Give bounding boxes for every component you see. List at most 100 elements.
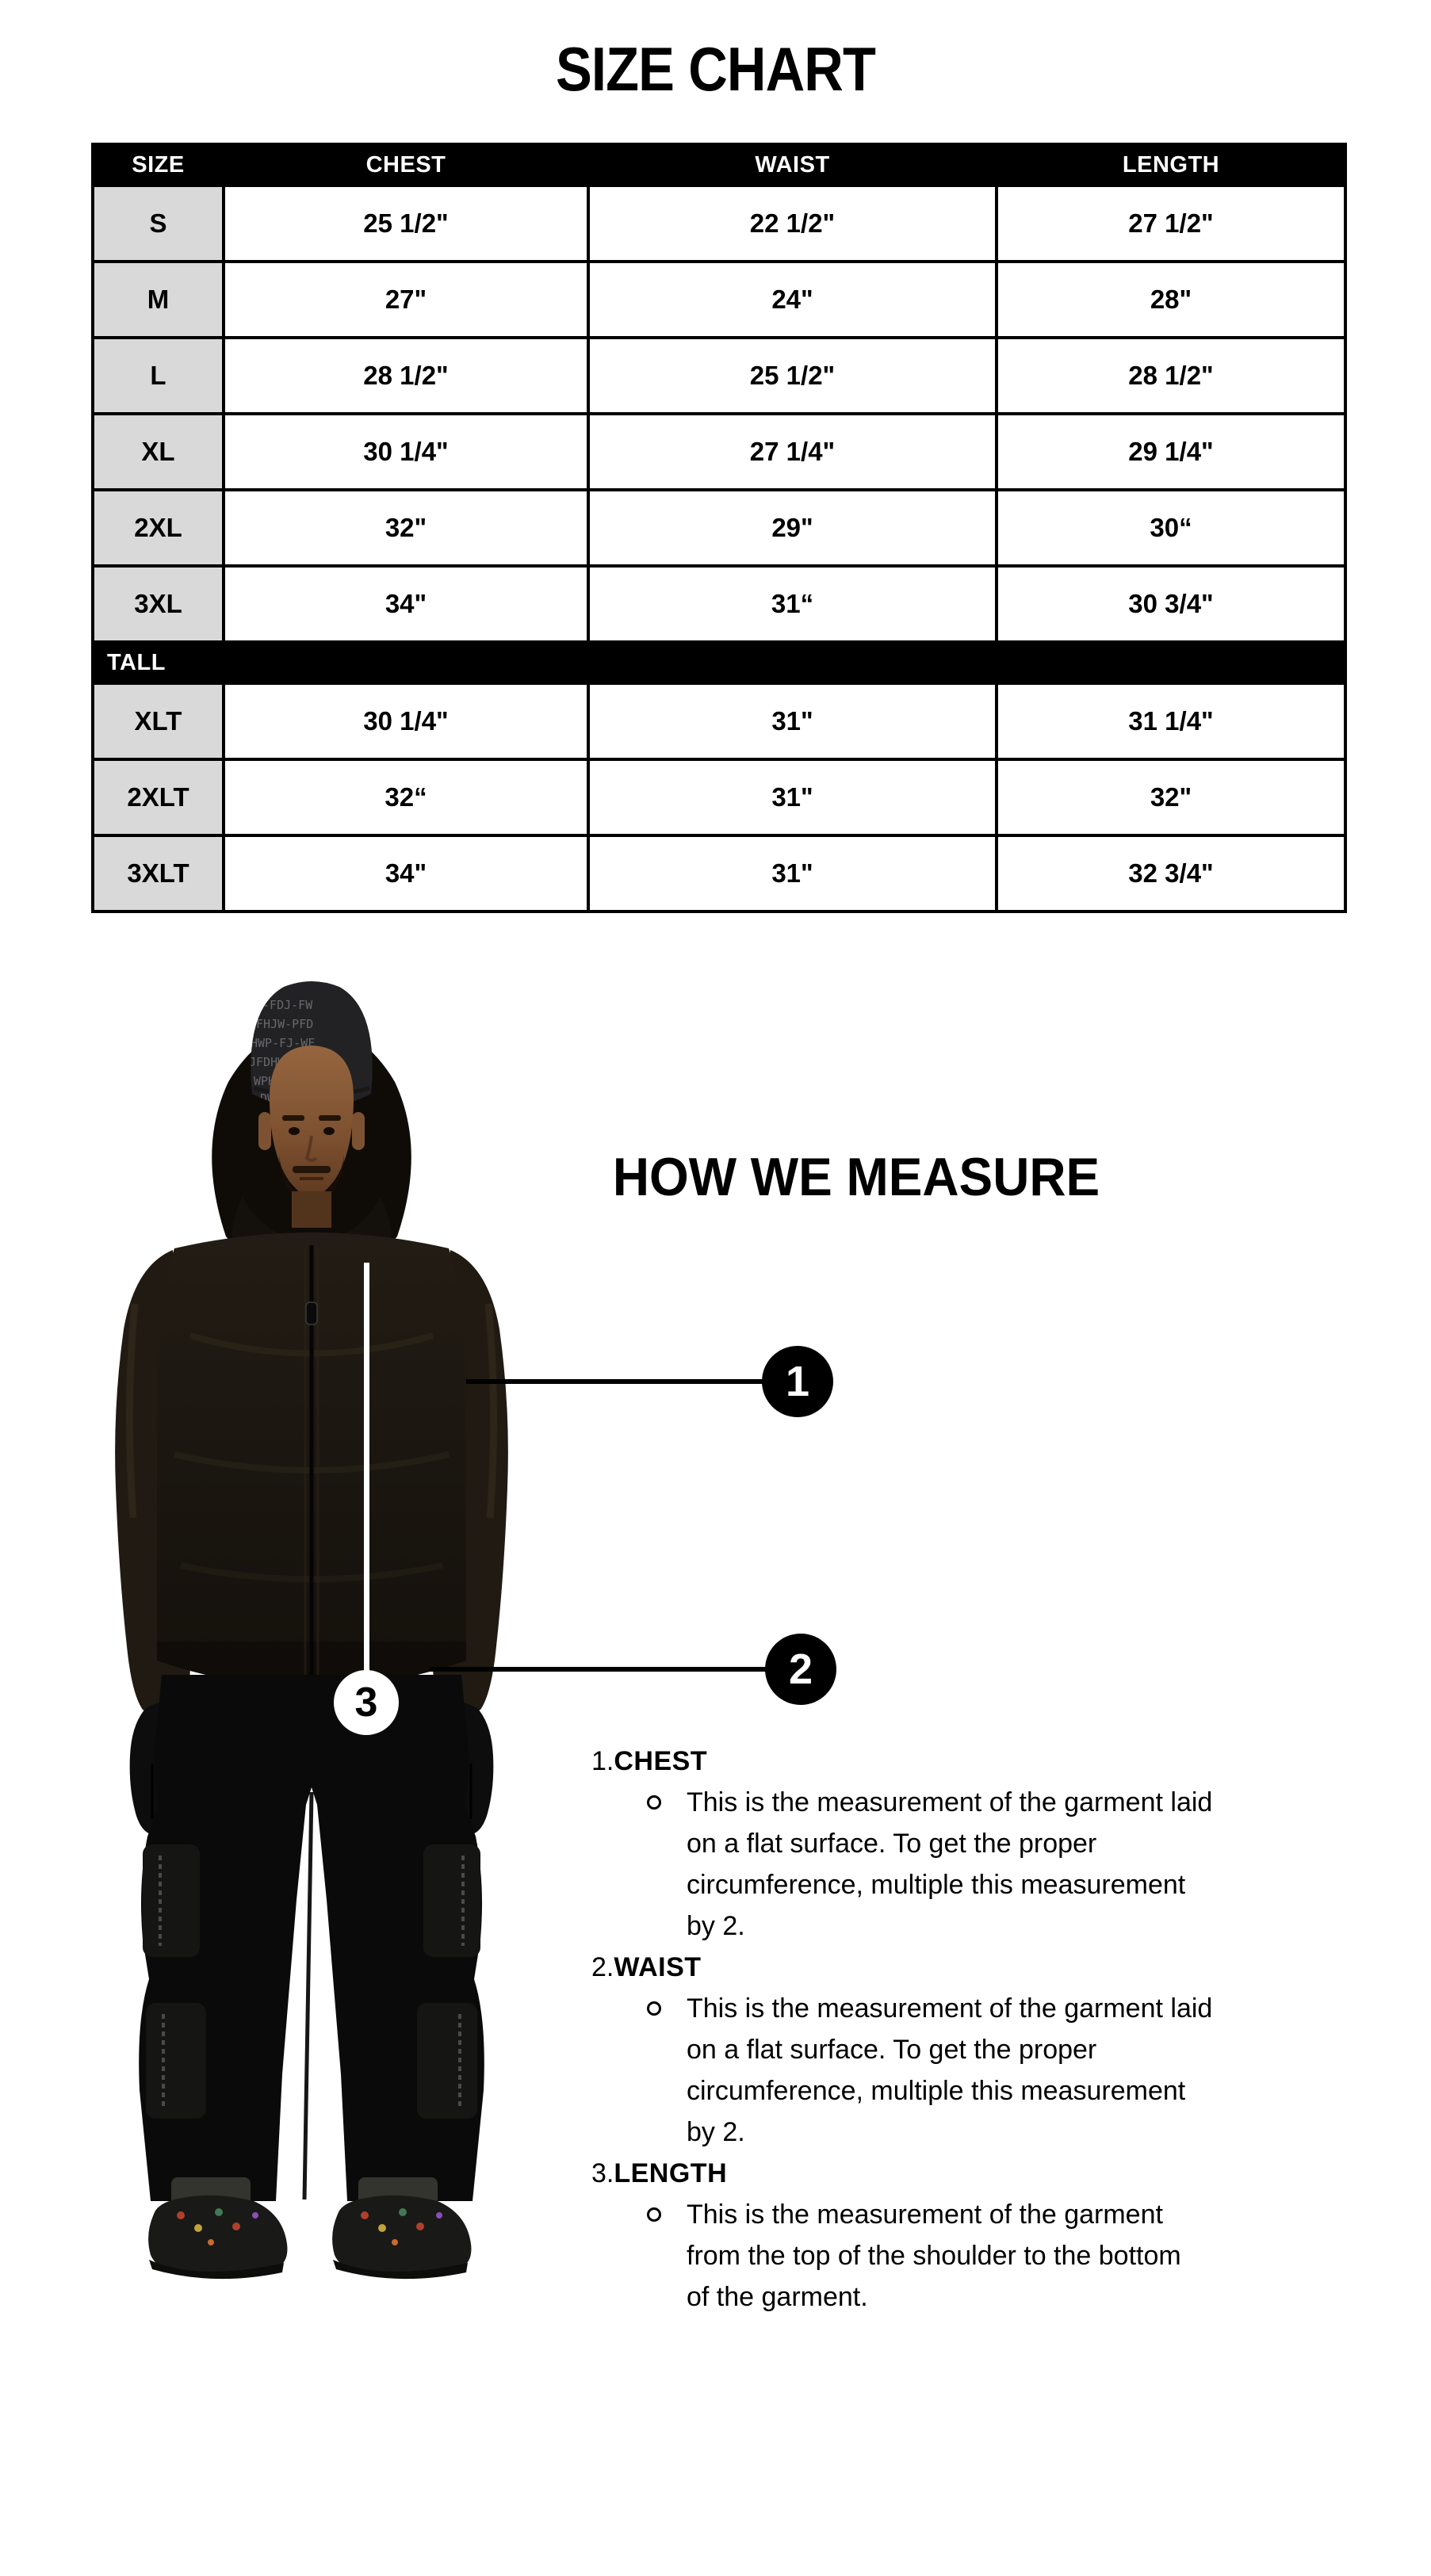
column-header-chest: CHEST <box>222 143 590 187</box>
bullet-icon <box>647 2207 661 2222</box>
bullet-icon <box>647 1795 661 1810</box>
table-row: M 27" 24" 28" <box>91 260 1347 339</box>
tall-section-header-row: TALL <box>91 640 1347 685</box>
measure-item-description: This is the measurement of the garment l… <box>687 1988 1212 2153</box>
model-jacket <box>115 1233 508 1716</box>
length-value-cell: 31 1/4" <box>995 682 1347 761</box>
measure-item-heading: 3.LENGTH <box>591 2153 1392 2194</box>
svg-text:HWP-FJ-WF: HWP-FJ-WF <box>251 1036 315 1050</box>
measure-item-description: This is the measurement of the garment l… <box>687 1782 1212 1947</box>
length-value-cell: 29 1/4" <box>995 412 1347 491</box>
table-row: L 28 1/2" 25 1/2" 28 1/2" <box>91 336 1347 415</box>
measure-item-number: 2. <box>591 1952 614 1982</box>
waist-value-cell: 27 1/4" <box>587 412 998 491</box>
length-value-cell: 27 1/2" <box>995 184 1347 263</box>
measure-item-heading: 2.WAIST <box>591 1947 1392 1988</box>
table-row: XLT 30 1/4" 31" 31 1/4" <box>91 682 1347 761</box>
size-cell: 2XL <box>91 488 225 568</box>
table-row: XL 30 1/4" 27 1/4" 29 1/4" <box>91 412 1347 491</box>
chest-callout-line <box>466 1379 766 1384</box>
size-chart-table: SIZE CHEST WAIST LENGTH S 25 1/2" 22 1/2" 27 1… <box>91 143 1347 913</box>
page-title: SIZE CHART <box>555 34 876 104</box>
chest-value-cell: 28 1/2" <box>222 336 590 415</box>
length-value-cell: 28 1/2" <box>995 336 1347 415</box>
chest-value-cell: 34" <box>222 834 590 913</box>
waist-value-cell: 29" <box>587 488 998 568</box>
measure-item-label: WAIST <box>614 1952 702 1982</box>
model-face <box>258 1045 365 1228</box>
size-cell: M <box>91 260 225 339</box>
svg-text:W-FDJ-FW: W-FDJ-FW <box>255 998 313 1012</box>
measure-item-label: CHEST <box>614 1746 708 1776</box>
waist-value-cell: 31" <box>587 834 998 913</box>
waist-value-cell: 31" <box>587 682 998 761</box>
length-value-cell: 32" <box>995 758 1347 837</box>
table-header-row: SIZE CHEST WAIST LENGTH <box>91 143 1347 187</box>
callout-number: 1 <box>785 1358 810 1405</box>
description-line: of the garment. <box>687 2282 868 2312</box>
measure-item-bullet-row: This is the measurement of the garment fr… <box>647 2194 1392 2318</box>
measure-item-label: LENGTH <box>614 2158 728 2188</box>
table-row: S 25 1/2" 22 1/2" 27 1/2" <box>91 184 1347 263</box>
chest-value-cell: 34" <box>222 564 590 644</box>
size-cell: XLT <box>91 682 225 761</box>
measure-item-length: 3.LENGTH This is the measurement of the g… <box>591 2153 1392 2318</box>
table-header-row: SIZE CHEST WAIST LENGTH <box>91 143 1347 187</box>
table-body: S 25 1/2" 22 1/2" 27 1/2" M 27" 24" 28" L 28 1/2"… <box>91 184 1347 913</box>
table-row: 2XL 32" 29" 30“ <box>91 488 1347 568</box>
description-line: This is the measurement of the garment l… <box>687 1787 1213 1817</box>
callout-number: 2 <box>788 1645 813 1693</box>
size-cell: 3XLT <box>91 834 225 913</box>
description-line: This is the measurement of the garment l… <box>687 1993 1213 2024</box>
model-photo: W-FDJ-FW DFHJW-PFD HWP-FJ-WF JFDHW-PDL W… <box>115 981 508 2280</box>
shoe-speckles <box>177 2208 442 2245</box>
measure-item-bullet-row: This is the measurement of the garment l… <box>647 1782 1392 1947</box>
measure-item-number: 1. <box>591 1746 614 1776</box>
length-value-cell: 30“ <box>995 488 1347 568</box>
column-header-waist: WAIST <box>587 143 998 187</box>
chest-value-cell: 27" <box>222 260 590 339</box>
description-line: circumference, multiple this measurement <box>687 1870 1186 1900</box>
measure-item-chest: 1.CHEST This is the measurement of the ga… <box>591 1741 1392 1947</box>
chest-value-cell: 32“ <box>222 758 590 837</box>
size-cell: 3XL <box>91 564 225 644</box>
description-line: by 2. <box>687 2117 745 2147</box>
size-cell: L <box>91 336 225 415</box>
measure-item-number: 3. <box>591 2158 614 2188</box>
description-line: circumference, multiple this measurement <box>687 2076 1186 2106</box>
tall-section-label: TALL <box>91 640 1347 685</box>
waist-value-cell: 31" <box>587 758 998 837</box>
table-row: 3XLT 34" 31" 32 3/4" <box>91 834 1347 913</box>
model-pants <box>139 1675 484 2201</box>
description-line: on a flat surface. To get the proper <box>687 2035 1097 2065</box>
callout-badge-length: 3 <box>334 1670 399 1735</box>
measure-item-bullet-row: This is the measurement of the garment l… <box>647 1988 1392 2153</box>
bullet-icon <box>647 2001 661 2016</box>
length-measure-line <box>364 1263 369 1672</box>
measure-section-title: HOW WE MEASURE <box>612 1147 1100 1207</box>
waist-value-cell: 22 1/2" <box>587 184 998 263</box>
size-cell: 2XLT <box>91 758 225 837</box>
length-value-cell: 32 3/4" <box>995 834 1347 913</box>
size-cell: S <box>91 184 225 263</box>
waist-value-cell: 25 1/2" <box>587 336 998 415</box>
column-header-length: LENGTH <box>995 143 1347 187</box>
chest-value-cell: 30 1/4" <box>222 412 590 491</box>
model-shoes <box>148 2177 472 2280</box>
callout-badge-waist: 2 <box>765 1634 836 1705</box>
waist-callout-line <box>430 1667 769 1672</box>
description-line: This is the measurement of the garment <box>687 2200 1163 2230</box>
callout-number: 3 <box>354 1680 378 1726</box>
table-row: 3XL 34" 31“ 30 3/4" <box>91 564 1347 644</box>
description-line: from the top of the shoulder to the bott… <box>687 2241 1181 2271</box>
size-cell: XL <box>91 412 225 491</box>
chest-value-cell: 25 1/2" <box>222 184 590 263</box>
length-value-cell: 30 3/4" <box>995 564 1347 644</box>
measurement-definitions: 1.CHEST This is the measurement of the ga… <box>591 1741 1392 2318</box>
waist-value-cell: 31“ <box>587 564 998 644</box>
measure-item-heading: 1.CHEST <box>591 1741 1392 1782</box>
description-line: on a flat surface. To get the proper <box>687 1829 1097 1859</box>
callout-badge-chest: 1 <box>762 1346 833 1417</box>
column-header-size: SIZE <box>91 143 225 187</box>
